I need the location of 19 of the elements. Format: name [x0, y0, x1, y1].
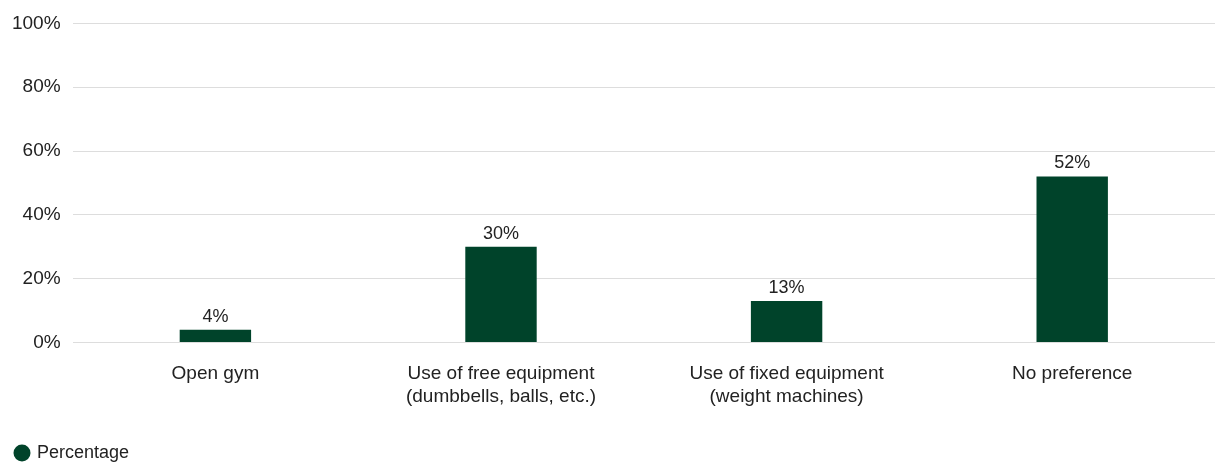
- x-tick-label: No preference: [1012, 362, 1133, 384]
- data-label: 4%: [202, 305, 229, 326]
- y-tick-label: 20%: [22, 266, 61, 288]
- y-tick-label: 60%: [22, 139, 61, 161]
- bar: [750, 300, 823, 342]
- legend-label: Percentage: [37, 441, 130, 462]
- data-label: 13%: [768, 276, 805, 297]
- y-tick-label: 80%: [22, 75, 61, 97]
- bar: [1036, 176, 1108, 342]
- x-tick-label: Use of fixed equipment (weight machines): [689, 362, 885, 406]
- bar: [465, 246, 537, 342]
- y-tick-label: 0%: [33, 330, 61, 352]
- data-label: 30%: [482, 222, 520, 243]
- x-tick-label: Use of free equipment (dumbbells, balls, etc.): [405, 362, 597, 406]
- y-tick-label: 100%: [11, 11, 61, 33]
- data-label: 52%: [1054, 152, 1091, 173]
- bar: [179, 329, 252, 342]
- x-tick-label: Open gym: [171, 362, 260, 384]
- y-tick-label: 40%: [22, 203, 61, 225]
